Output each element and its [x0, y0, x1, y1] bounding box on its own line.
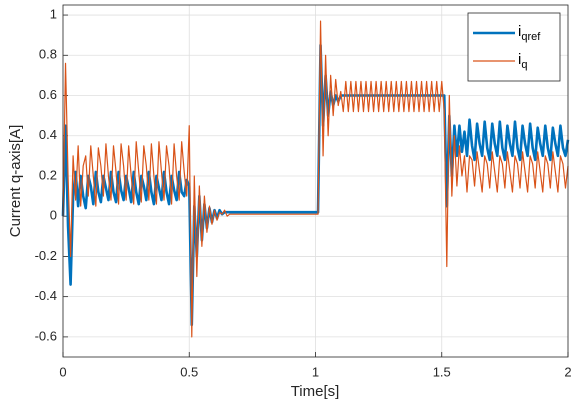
y-axis-label: Current q-axis[A] [7, 125, 24, 238]
x-tick-label: 0.5 [180, 364, 198, 379]
y-tick-label: -0.6 [35, 328, 57, 343]
x-axis-label: Time[s] [291, 383, 340, 400]
x-tick-label: 1 [312, 364, 319, 379]
plot-frame [62, 4, 569, 358]
y-tick-label: 1 [50, 6, 57, 21]
x-tick-label: 0 [59, 364, 66, 379]
legend-box [467, 12, 561, 82]
y-tick-label: -0.2 [35, 248, 57, 263]
y-tick-label: 0 [50, 208, 57, 223]
series-line [62, 20, 569, 338]
y-tick-label: 0.4 [39, 127, 57, 142]
y-tick-label: 0.2 [39, 167, 57, 182]
legend-label: iqref [518, 23, 541, 43]
y-tick-label: 0.8 [39, 47, 57, 62]
series-line [61, 43, 570, 327]
x-tick-label: 1.5 [433, 364, 451, 379]
legend-label: iq [518, 51, 528, 71]
x-tick-label: 2 [564, 364, 571, 379]
y-tick-label: 0.6 [39, 87, 57, 102]
y-tick-label: -0.4 [35, 288, 57, 303]
